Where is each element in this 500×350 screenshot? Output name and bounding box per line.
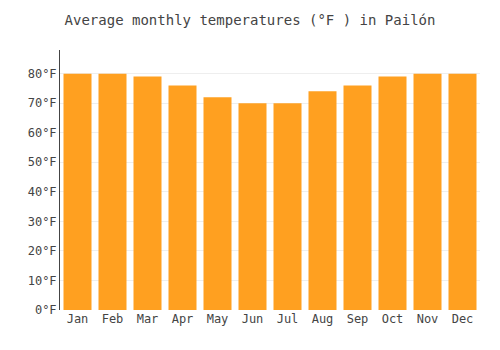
svg-text:Jun: Jun	[242, 312, 264, 326]
svg-text:Average monthly temperatures (: Average monthly temperatures (°F ) in Pa…	[65, 12, 436, 28]
svg-text:May: May	[207, 312, 229, 326]
svg-text:Feb: Feb	[102, 312, 124, 326]
svg-text:30°F: 30°F	[28, 215, 57, 229]
svg-text:20°F: 20°F	[28, 244, 57, 258]
svg-text:50°F: 50°F	[28, 155, 57, 169]
svg-text:Jul: Jul	[277, 312, 299, 326]
svg-text:Apr: Apr	[172, 312, 194, 326]
svg-text:Jan: Jan	[67, 312, 89, 326]
svg-text:60°F: 60°F	[28, 126, 57, 140]
svg-text:10°F: 10°F	[28, 274, 57, 288]
svg-text:80°F: 80°F	[28, 67, 57, 81]
svg-text:Sep: Sep	[347, 312, 369, 326]
svg-text:0°F: 0°F	[35, 303, 57, 317]
svg-text:Dec: Dec	[452, 312, 474, 326]
svg-text:Nov: Nov	[417, 312, 439, 326]
svg-text:40°F: 40°F	[28, 185, 57, 199]
svg-text:70°F: 70°F	[28, 96, 57, 110]
svg-text:Oct: Oct	[382, 312, 404, 326]
svg-text:Aug: Aug	[312, 312, 334, 326]
svg-text:Mar: Mar	[137, 312, 159, 326]
